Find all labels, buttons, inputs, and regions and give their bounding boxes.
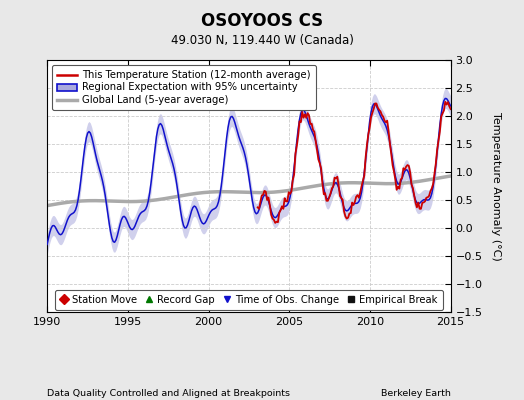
Text: 49.030 N, 119.440 W (Canada): 49.030 N, 119.440 W (Canada): [171, 34, 353, 47]
Y-axis label: Temperature Anomaly (°C): Temperature Anomaly (°C): [491, 112, 501, 260]
Text: Data Quality Controlled and Aligned at Breakpoints: Data Quality Controlled and Aligned at B…: [47, 389, 290, 398]
Text: OSOYOOS CS: OSOYOOS CS: [201, 12, 323, 30]
Legend: Station Move, Record Gap, Time of Obs. Change, Empirical Break: Station Move, Record Gap, Time of Obs. C…: [55, 290, 443, 310]
Text: Berkeley Earth: Berkeley Earth: [381, 389, 451, 398]
